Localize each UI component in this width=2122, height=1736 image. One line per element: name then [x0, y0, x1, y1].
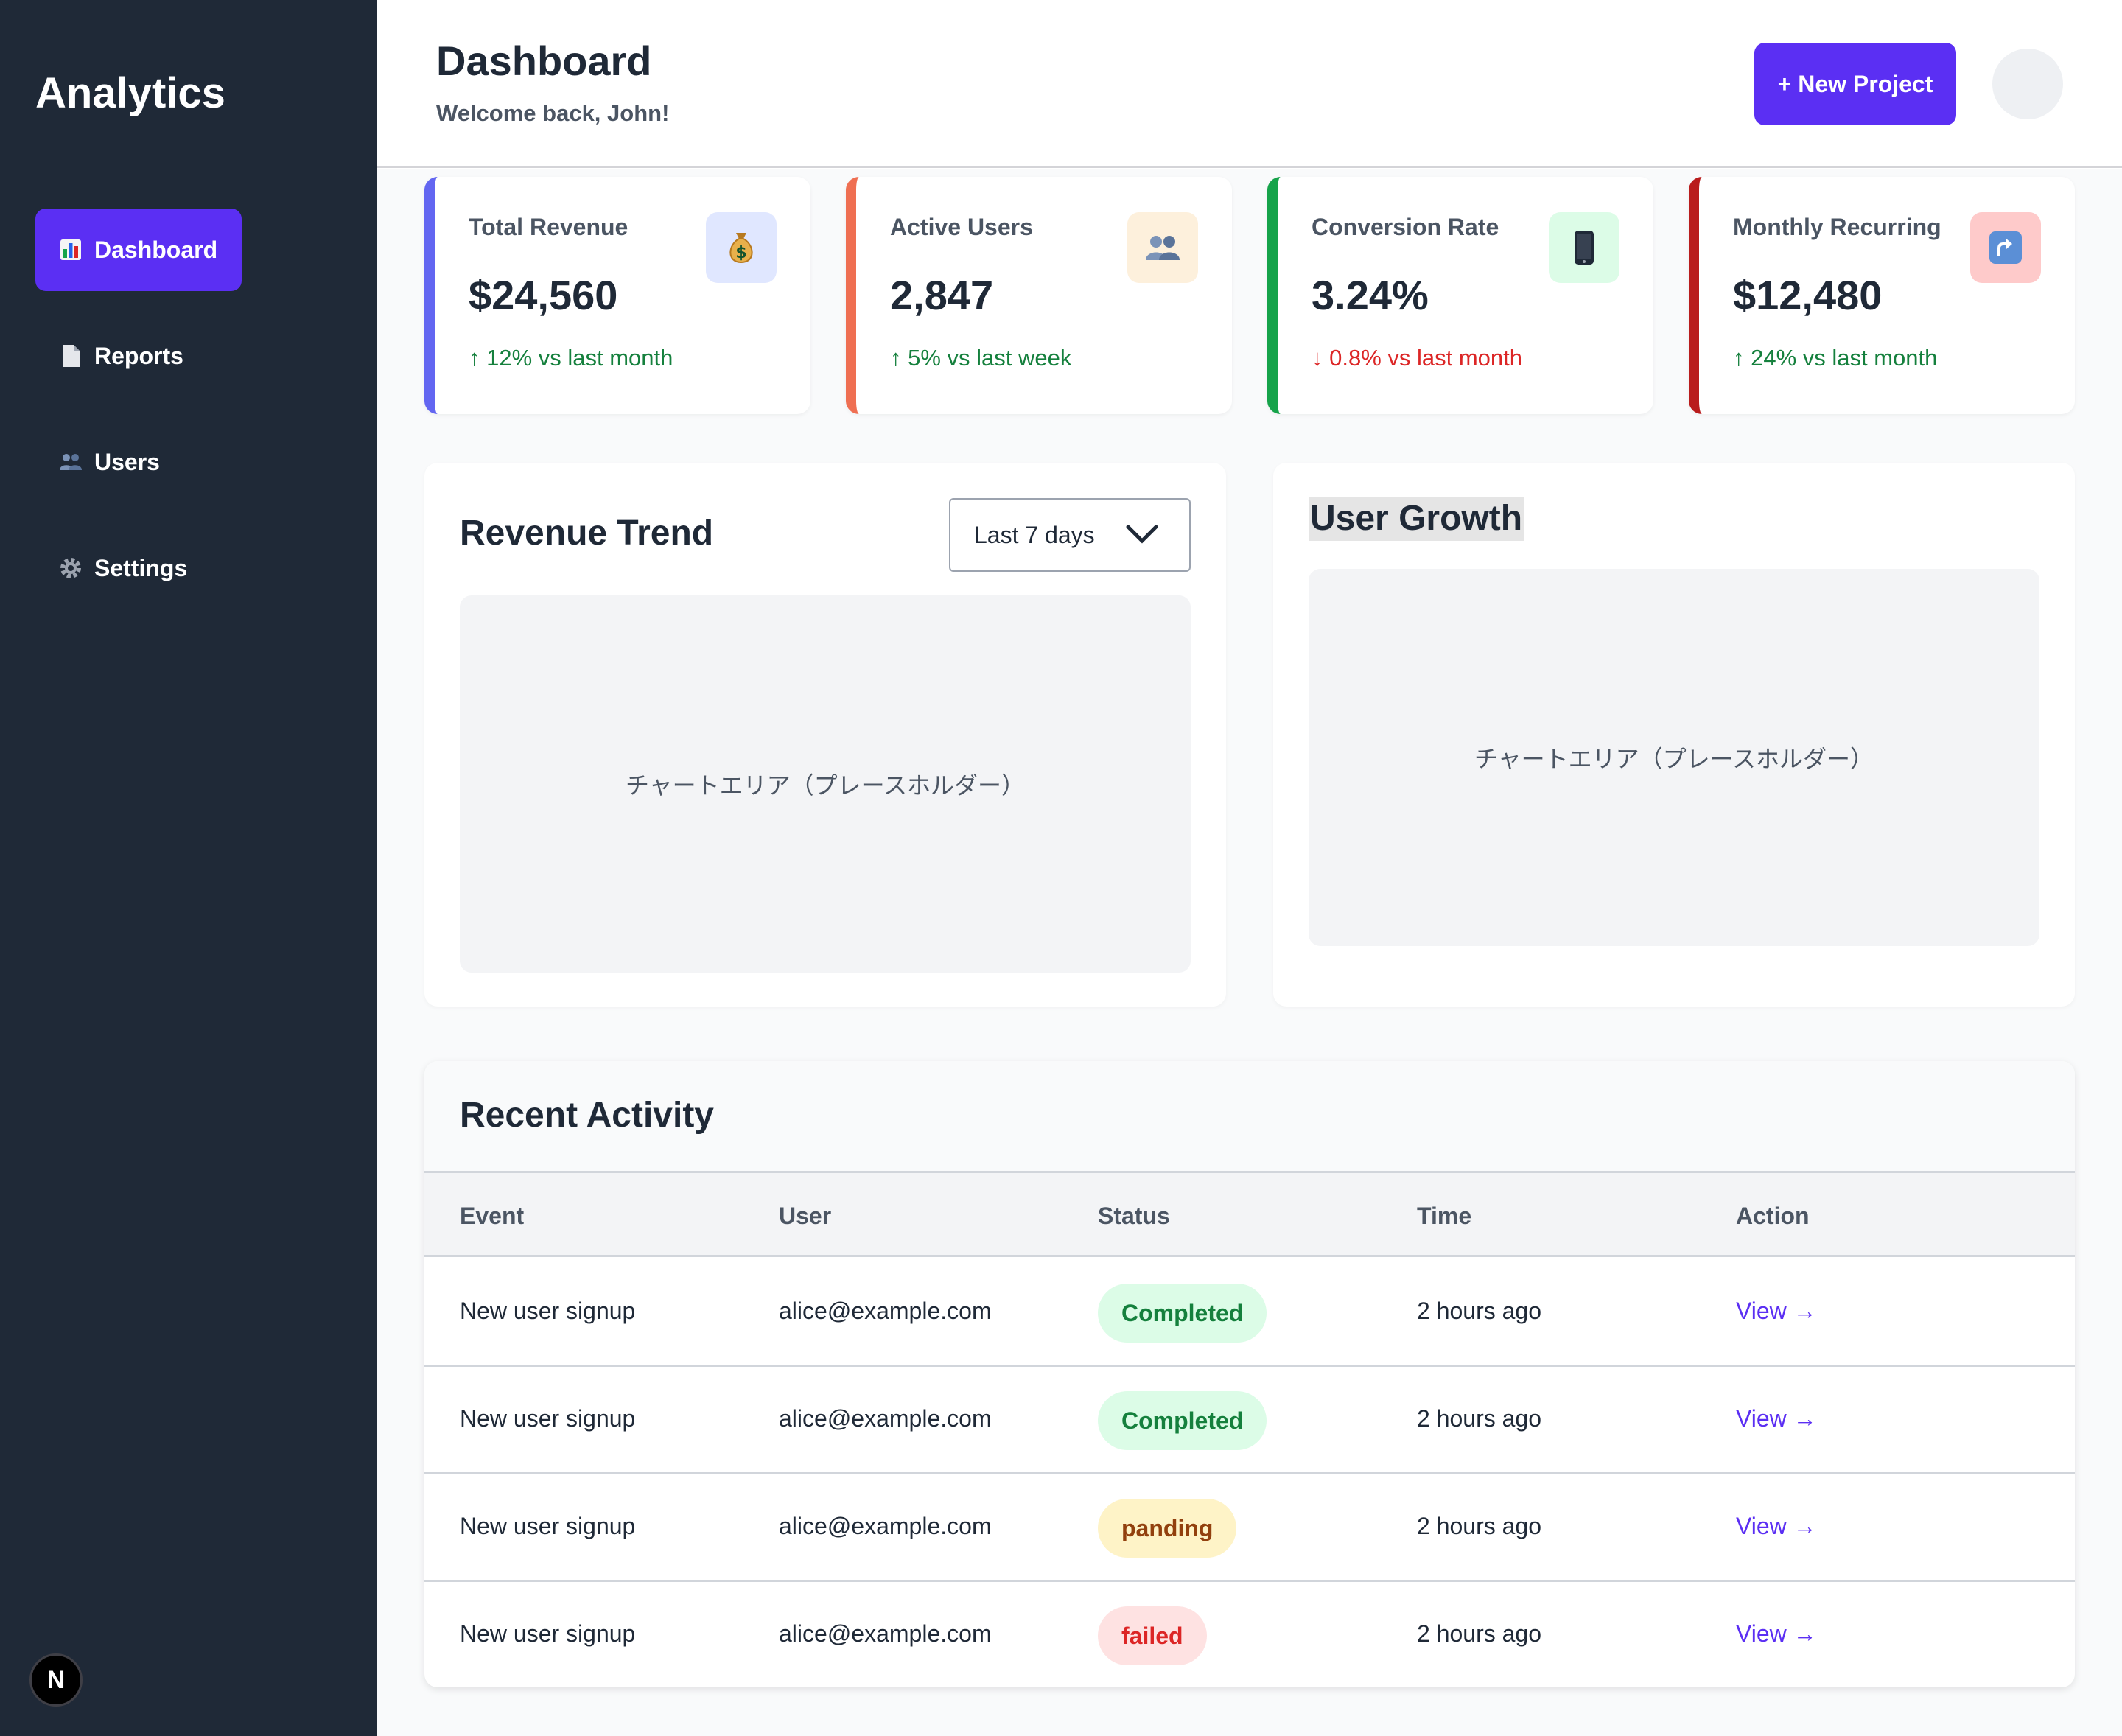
status-badge: Completed	[1098, 1391, 1267, 1450]
column-header-time: Time	[1417, 1203, 1472, 1229]
table-header: Event User Status Time Action	[424, 1173, 2075, 1257]
avatar[interactable]	[1992, 49, 2063, 119]
revenue-chart-placeholder: チャートエリア（プレースホルダー）	[460, 595, 1191, 973]
gear-icon	[59, 556, 83, 580]
activity-header: Recent Activity	[424, 1061, 2075, 1173]
panel-title: User Growth	[1309, 497, 1524, 541]
sidebar-item-dashboard[interactable]: Dashboard	[35, 209, 242, 291]
section-title: Recent Activity	[460, 1096, 714, 1135]
view-link[interactable]: View →	[1736, 1513, 1817, 1539]
users-icon	[59, 450, 83, 474]
phone-icon	[1549, 212, 1619, 283]
welcome-message: Welcome back, John!	[436, 100, 670, 126]
table-row: New user signup alice@example.com pandin…	[424, 1474, 2075, 1582]
money-bag-icon: $	[706, 212, 777, 283]
sidebar: Analytics Dashboard Reports	[0, 0, 377, 1736]
brand-title: Analytics	[35, 69, 225, 117]
column-header-user: User	[779, 1203, 832, 1229]
cell-time: 2 hours ago	[1417, 1620, 1542, 1647]
cell-event: New user signup	[460, 1620, 636, 1647]
table-row: New user signup alice@example.com Comple…	[424, 1367, 2075, 1474]
bar-chart-icon	[59, 238, 83, 262]
view-link[interactable]: View →	[1736, 1620, 1817, 1647]
stat-card-conversion-rate: Conversion Rate 3.24% ↓ 0.8% vs last mon…	[1267, 177, 1653, 414]
svg-text:$: $	[735, 244, 746, 262]
cell-time: 2 hours ago	[1417, 1513, 1542, 1539]
sidebar-item-settings[interactable]: Settings	[35, 527, 211, 609]
sidebar-item-label: Dashboard	[94, 236, 218, 263]
revenue-trend-panel: Revenue Trend Last 7 days チャートエリア（プレースホル…	[424, 463, 1226, 1007]
stat-card-active-users: Active Users 2,847 ↑ 5% vs last week	[846, 177, 1232, 414]
panel-title: Revenue Trend	[460, 514, 714, 553]
date-range-select[interactable]: Last 7 days	[949, 498, 1191, 572]
stat-change: ↓ 0.8% vs last month	[1312, 345, 1523, 371]
status-badge: failed	[1098, 1606, 1207, 1665]
sidebar-item-label: Reports	[94, 342, 183, 369]
view-link[interactable]: View →	[1736, 1405, 1817, 1432]
recent-activity-card: Recent Activity Event User Status Time A…	[424, 1061, 2075, 1687]
chevron-down-icon	[1126, 523, 1158, 551]
stat-value: $12,480	[1733, 272, 1883, 318]
cell-user: alice@example.com	[779, 1513, 992, 1539]
sidebar-item-label: Settings	[94, 554, 188, 581]
cell-time: 2 hours ago	[1417, 1405, 1542, 1432]
stat-value: $24,560	[469, 272, 618, 318]
status-badge: Completed	[1098, 1284, 1267, 1343]
user-growth-chart-placeholder: チャートエリア（プレースホルダー）	[1309, 569, 2039, 946]
cell-user: alice@example.com	[779, 1405, 992, 1432]
sidebar-item-reports[interactable]: Reports	[35, 315, 207, 397]
date-range-value: Last 7 days	[974, 521, 1095, 548]
cell-event: New user signup	[460, 1513, 636, 1539]
stat-label: Total Revenue	[469, 214, 628, 240]
document-icon	[59, 344, 83, 368]
cell-user: alice@example.com	[779, 1620, 992, 1647]
stat-value: 2,847	[890, 272, 994, 318]
sidebar-item-users[interactable]: Users	[35, 421, 183, 503]
stat-card-monthly-recurring: Monthly Recurring $12,480 ↑ 24% vs last …	[1689, 177, 2075, 414]
status-badge: panding	[1098, 1499, 1237, 1558]
next-logo-badge[interactable]: N	[29, 1653, 83, 1707]
top-header: Dashboard Welcome back, John! + New Proj…	[377, 0, 2122, 168]
stat-value: 3.24%	[1312, 272, 1429, 318]
new-project-button[interactable]: + New Project	[1754, 43, 1956, 125]
table-row: New user signup alice@example.com Comple…	[424, 1259, 2075, 1367]
table-row: New user signup alice@example.com failed…	[424, 1582, 2075, 1687]
cell-event: New user signup	[460, 1405, 636, 1432]
stat-label: Conversion Rate	[1312, 214, 1499, 240]
view-link[interactable]: View →	[1736, 1298, 1817, 1324]
users-icon	[1127, 212, 1198, 283]
stat-change: ↑ 24% vs last month	[1733, 345, 1938, 371]
sidebar-item-label: Users	[94, 448, 160, 475]
stat-card-total-revenue: Total Revenue $24,560 ↑ 12% vs last mont…	[424, 177, 810, 414]
user-growth-panel: User Growth チャートエリア（プレースホルダー）	[1273, 463, 2075, 1007]
stat-change: ↑ 12% vs last month	[469, 345, 673, 371]
page-title: Dashboard	[436, 38, 652, 84]
stat-change: ↑ 5% vs last week	[890, 345, 1072, 371]
cell-event: New user signup	[460, 1298, 636, 1324]
column-header-event: Event	[460, 1203, 525, 1229]
arrow-up-icon	[1970, 212, 2041, 283]
stat-label: Active Users	[890, 214, 1033, 240]
column-header-status: Status	[1098, 1203, 1170, 1229]
stat-label: Monthly Recurring	[1733, 214, 1941, 240]
column-header-action: Action	[1736, 1203, 1810, 1229]
cell-time: 2 hours ago	[1417, 1298, 1542, 1324]
cell-user: alice@example.com	[779, 1298, 992, 1324]
